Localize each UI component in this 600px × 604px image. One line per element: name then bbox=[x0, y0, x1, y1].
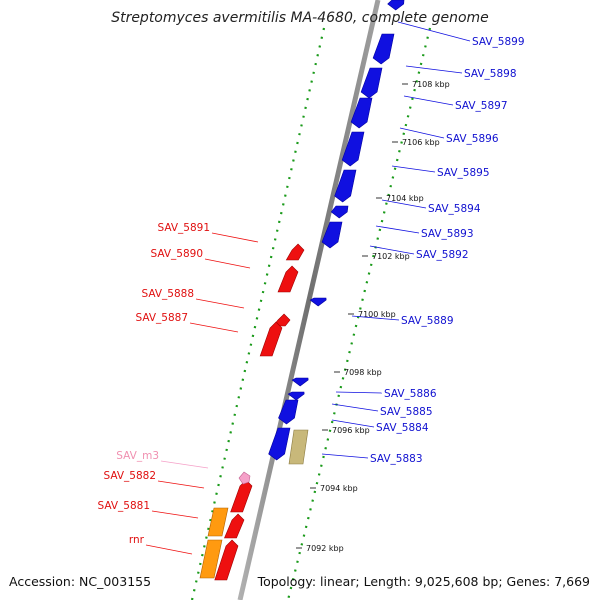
forward-gene-glyph[interactable] bbox=[350, 97, 373, 129]
forward-gene-glyph[interactable] bbox=[387, 0, 405, 11]
forward-gene-label[interactable]: SAV_5883 bbox=[370, 453, 423, 465]
forward-gene-glyph[interactable] bbox=[287, 391, 305, 401]
reverse-gene-label[interactable]: SAV_5890 bbox=[150, 248, 203, 260]
forward-gene-label[interactable]: SAV_5889 bbox=[401, 315, 454, 327]
kbp-ticks: 7108 kbp 7106 kbp 7104 kbp 7102 kbp 7100 kbp… bbox=[296, 80, 450, 553]
reverse-gene-label[interactable]: SAV_5891 bbox=[157, 222, 210, 234]
rrna-gene-glyph[interactable] bbox=[207, 507, 229, 537]
forward-gene-label[interactable]: SAV_5898 bbox=[464, 68, 517, 80]
forward-gene-label[interactable]: SAV_5892 bbox=[416, 249, 469, 261]
forward-gene-glyph[interactable] bbox=[321, 221, 343, 249]
kbp-tick-label: 7092 kbp bbox=[306, 544, 344, 553]
forward-gene-glyph[interactable] bbox=[372, 33, 395, 65]
kbp-tick-label: 7102 kbp bbox=[372, 252, 410, 261]
label-leader-line bbox=[391, 165, 436, 173]
forward-gene-glyph[interactable] bbox=[268, 427, 291, 461]
forward-gene-glyph[interactable] bbox=[334, 169, 357, 203]
label-leader-line bbox=[399, 127, 445, 139]
label-leader-line bbox=[211, 232, 259, 243]
forward-gene-glyph[interactable] bbox=[278, 399, 299, 425]
kbp-tick-label: 7100 kbp bbox=[358, 310, 396, 319]
label-leader-line bbox=[381, 199, 427, 209]
label-leader-line bbox=[321, 453, 369, 459]
reverse-gene-glyph[interactable] bbox=[224, 513, 245, 539]
reverse-gene-label[interactable]: SAV_5881 bbox=[97, 500, 150, 512]
reverse-gene-glyph[interactable] bbox=[214, 539, 239, 581]
reverse-gene-glyph[interactable] bbox=[259, 321, 283, 357]
forward-gene-label[interactable]: SAV_5886 bbox=[384, 388, 437, 400]
reverse-gene-label[interactable]: SAV_5882 bbox=[103, 470, 156, 482]
label-leader-line bbox=[145, 544, 193, 555]
label-leader-line bbox=[195, 298, 245, 309]
reverse-strand-genes bbox=[199, 243, 305, 581]
kbp-tick-label: 7096 kbp bbox=[332, 426, 370, 435]
forward-gene-glyph[interactable] bbox=[330, 205, 349, 219]
kbp-tick-label: 7098 kbp bbox=[344, 368, 382, 377]
forward-strand-genes bbox=[268, 0, 405, 465]
genome-summary-text: Topology: linear; Length: 9,025,608 bp; … bbox=[257, 574, 590, 589]
label-leader-line bbox=[160, 460, 209, 469]
genome-title: Streptomyces avermitilis MA-4680, comple… bbox=[111, 10, 489, 26]
reverse-gene-glyph[interactable] bbox=[230, 479, 253, 513]
accession-text: Accession: NC_003155 bbox=[9, 574, 151, 589]
rna-gene-glyph[interactable] bbox=[238, 471, 251, 485]
rrna-gene-glyph[interactable] bbox=[199, 539, 223, 579]
forward-gene-label[interactable]: SAV_5895 bbox=[437, 167, 490, 179]
genome-axis bbox=[237, 0, 381, 601]
label-leader-line bbox=[335, 391, 383, 394]
forward-gene-label[interactable]: SAV_5897 bbox=[455, 100, 508, 112]
forward-gene-label[interactable]: SAV_5896 bbox=[446, 133, 499, 145]
kbp-tick-label: 7106 kbp bbox=[402, 138, 440, 147]
forward-gene-label[interactable]: SAV_5885 bbox=[380, 406, 433, 418]
forward-gene-glyph[interactable] bbox=[360, 67, 383, 99]
label-leader-line bbox=[397, 21, 471, 42]
reverse-gene-label[interactable]: rnr bbox=[129, 534, 145, 546]
label-leader-line bbox=[405, 65, 463, 74]
label-leader-line bbox=[151, 510, 199, 519]
gene-labels: SAV_5899 SAV_5898 SAV_5897 SAV_5896 SAV_5895… bbox=[97, 21, 525, 555]
reverse-gene-label[interactable]: SAV_5887 bbox=[135, 312, 188, 324]
kbp-tick-label: 7108 kbp bbox=[412, 80, 450, 89]
label-leader-line bbox=[331, 419, 375, 428]
reverse-gene-label[interactable]: SAV_m3 bbox=[116, 450, 159, 462]
label-leader-line bbox=[375, 225, 420, 234]
forward-gene-label[interactable]: SAV_5893 bbox=[421, 228, 474, 240]
reverse-gene-label[interactable]: SAV_5888 bbox=[141, 288, 194, 300]
label-leader-line bbox=[157, 480, 205, 489]
label-leader-line bbox=[369, 245, 415, 255]
label-leader-line bbox=[331, 403, 379, 412]
reverse-gene-glyph[interactable] bbox=[277, 265, 299, 293]
other-feature-glyph[interactable] bbox=[288, 429, 309, 465]
forward-gene-glyph[interactable] bbox=[291, 377, 309, 387]
label-leader-line bbox=[351, 315, 400, 321]
forward-gene-label[interactable]: SAV_5884 bbox=[376, 422, 429, 434]
reverse-gene-glyph[interactable] bbox=[285, 243, 305, 261]
label-leader-line bbox=[204, 258, 251, 269]
kbp-tick-label: 7104 kbp bbox=[386, 194, 424, 203]
kbp-tick-label: 7094 kbp bbox=[320, 484, 358, 493]
forward-gene-label[interactable]: SAV_5899 bbox=[472, 36, 525, 48]
forward-gene-glyph[interactable] bbox=[309, 297, 327, 307]
label-leader-line bbox=[189, 322, 239, 333]
label-leader-line bbox=[403, 95, 454, 106]
forward-gene-label[interactable]: SAV_5894 bbox=[428, 203, 481, 215]
forward-gene-glyph[interactable] bbox=[341, 131, 365, 167]
